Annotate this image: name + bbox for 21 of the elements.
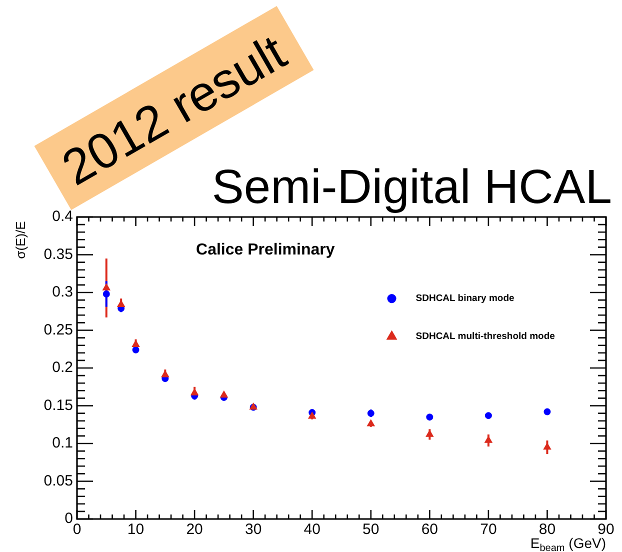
y-tick-label: 0.3: [52, 284, 73, 301]
x-tick-label: 70: [480, 521, 497, 538]
y-tick-label: 0.25: [44, 321, 73, 338]
y-tick-label: 0.15: [44, 396, 73, 414]
y-tick-label: 0: [64, 510, 73, 528]
y-tick-label: 0.05: [44, 472, 73, 490]
y-axis-title: σ(E)/E: [13, 221, 28, 259]
chart-title: Semi-Digital HCAL: [212, 160, 612, 216]
x-tick-label: 10: [127, 521, 144, 538]
x-tick-label: 50: [362, 521, 380, 538]
legend-label: SDHCAL multi-threshold mode: [416, 331, 555, 342]
y-tick-label: 0.4: [52, 208, 73, 226]
annotation: Calice Preliminary: [196, 242, 335, 259]
x-tick-label: 30: [244, 521, 262, 538]
y-tick-label: 0.1: [52, 434, 73, 452]
x-tick-label: 60: [421, 521, 438, 538]
y-tick-label: 0.2: [52, 359, 73, 376]
legend-label: SDHCAL binary mode: [416, 293, 514, 304]
y-tick-label: 0.35: [44, 246, 73, 263]
x-tick-label: 40: [304, 521, 320, 538]
x-tick-label: 20: [186, 521, 203, 538]
